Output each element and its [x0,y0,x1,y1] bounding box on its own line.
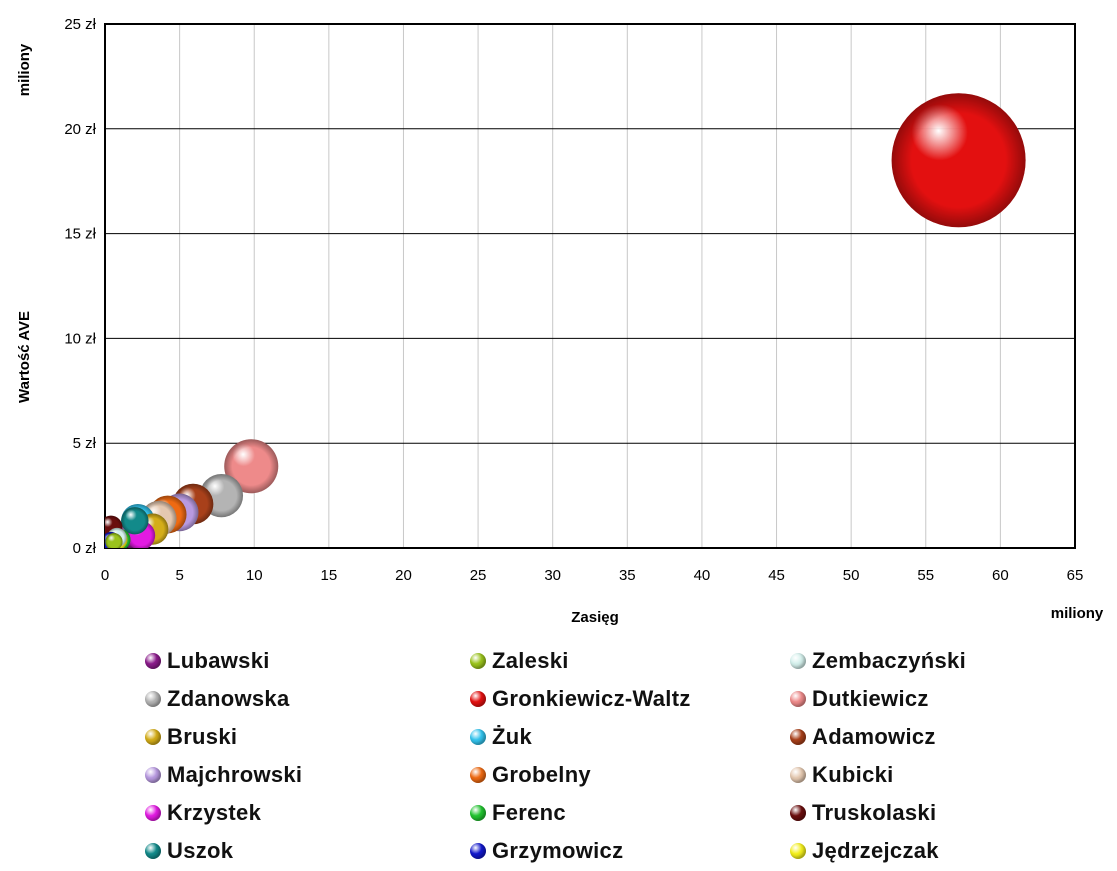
legend-label: Kubicki [812,762,894,787]
legend-marker-icon [470,691,486,707]
legend-item-bruski: Bruski [145,721,237,753]
bubble-shade-dutkiewicz [224,439,279,494]
legend-item-krzystek: Krzystek [145,797,261,829]
legend-item-grzymowicz: Grzymowicz [470,835,623,867]
x-tick-label: 25 [470,567,487,584]
legend-marker-icon [790,729,806,745]
legend-label: Gronkiewicz-Waltz [492,686,691,711]
legend-marker-icon [470,767,486,783]
legend-item-lubawski: Lubawski [145,645,270,677]
legend-label: Lubawski [167,648,270,673]
legend-marker-icon [145,653,161,669]
legend-item-ferenc: Ferenc [470,797,566,829]
y-tick-label: 20 zł [64,121,96,138]
legend-label: Truskolaski [812,800,937,825]
bubble-shade-uszok [121,507,149,535]
y-axis-title: Wartość AVE [16,311,33,403]
bubble-shade-gronkiewicz-waltz [891,93,1026,228]
legend-item-zembaczynski: Zembaczyński [790,645,966,677]
legend-marker-icon [790,691,806,707]
x-tick-label: 60 [992,567,1009,584]
legend-marker-icon [145,729,161,745]
legend-label: Uszok [167,838,234,863]
x-tick-label: 45 [768,567,785,584]
x-unit-label: miliony [1051,605,1104,622]
legend-item-kubicki: Kubicki [790,759,894,791]
x-tick-label: 55 [917,567,934,584]
legend-marker-icon [790,767,806,783]
legend-marker-icon [145,805,161,821]
bubble-layer [105,93,1026,548]
legend-marker-icon [790,653,806,669]
legend-marker-icon [470,729,486,745]
bubble-shade-zaleski [105,533,123,548]
legend-label: Grzymowicz [492,838,624,863]
y-tick-label: 10 zł [64,330,96,347]
legend-label: Zaleski [492,648,569,673]
legend-label: Majchrowski [167,762,303,787]
x-axis-title: Zasięg [571,609,619,626]
legend-item-jedrzejczak: Jędrzejczak [790,835,939,867]
legend-label: Dutkiewicz [812,686,929,711]
legend-item-zaleski: Zaleski [470,645,569,677]
legend-item-adamowicz: Adamowicz [790,721,936,753]
legend-marker-icon [470,653,486,669]
legend-label: Zembaczyński [812,648,967,673]
plot-area-frame [104,23,1076,549]
y-tick-label: 0 zł [73,540,97,557]
legend-marker-icon [790,843,806,859]
legend-marker-icon [145,767,161,783]
legend-label: Grobelny [492,762,591,787]
bubble-chart: 0 5 10 15 20 25 30 35 40 45 50 55 60 65 0 zł 5 zł 10 zł 1… [16,16,1104,626]
legend-label: Jędrzejczak [812,838,939,863]
legend-item-zdanowska: Zdanowska [145,683,290,715]
x-tick-label: 35 [619,567,636,584]
x-tick-label: 15 [321,567,338,584]
legend-item-majchrowski: Majchrowski [145,759,302,791]
legend-marker-icon [470,843,486,859]
legend-marker-icon [145,843,161,859]
x-tick-label: 10 [246,567,263,584]
y-unit-label: miliony [16,43,33,96]
x-tick-label: 5 [175,567,183,584]
x-tick-label: 0 [101,567,109,584]
legend-marker-icon [145,691,161,707]
y-tick-label: 5 zł [73,435,97,452]
y-tick-label: 15 zł [64,226,96,243]
legend-item-gronkiewicz-waltz: Gronkiewicz-Waltz [470,683,691,715]
legend-label: Adamowicz [812,724,936,749]
x-tick-label: 30 [544,567,561,584]
legend-label: Krzystek [167,800,262,825]
legend-marker-icon [470,805,486,821]
tick-labels: 0 5 10 15 20 25 30 35 40 45 50 55 60 65 0 zł 5 zł 10 zł 1… [64,16,1083,584]
legend-item-grobelny: Grobelny [470,759,591,791]
legend-item-dutkiewicz: Dutkiewicz [790,683,929,715]
legend-item-uszok: Uszok [145,835,233,867]
legend-label: Zdanowska [167,686,290,711]
y-tick-label: 25 zł [64,16,96,33]
x-tick-label: 40 [694,567,711,584]
legend-label: Ferenc [492,800,566,825]
legend-label: Żuk [492,724,533,749]
x-tick-label: 65 [1067,567,1084,584]
x-tick-label: 50 [843,567,860,584]
legend-marker-icon [790,805,806,821]
legend-item-zuk: Żuk [470,721,532,753]
x-tick-label: 20 [395,567,412,584]
legend-item-truskolaski: Truskolaski [790,797,936,829]
legend-label: Bruski [167,724,238,749]
